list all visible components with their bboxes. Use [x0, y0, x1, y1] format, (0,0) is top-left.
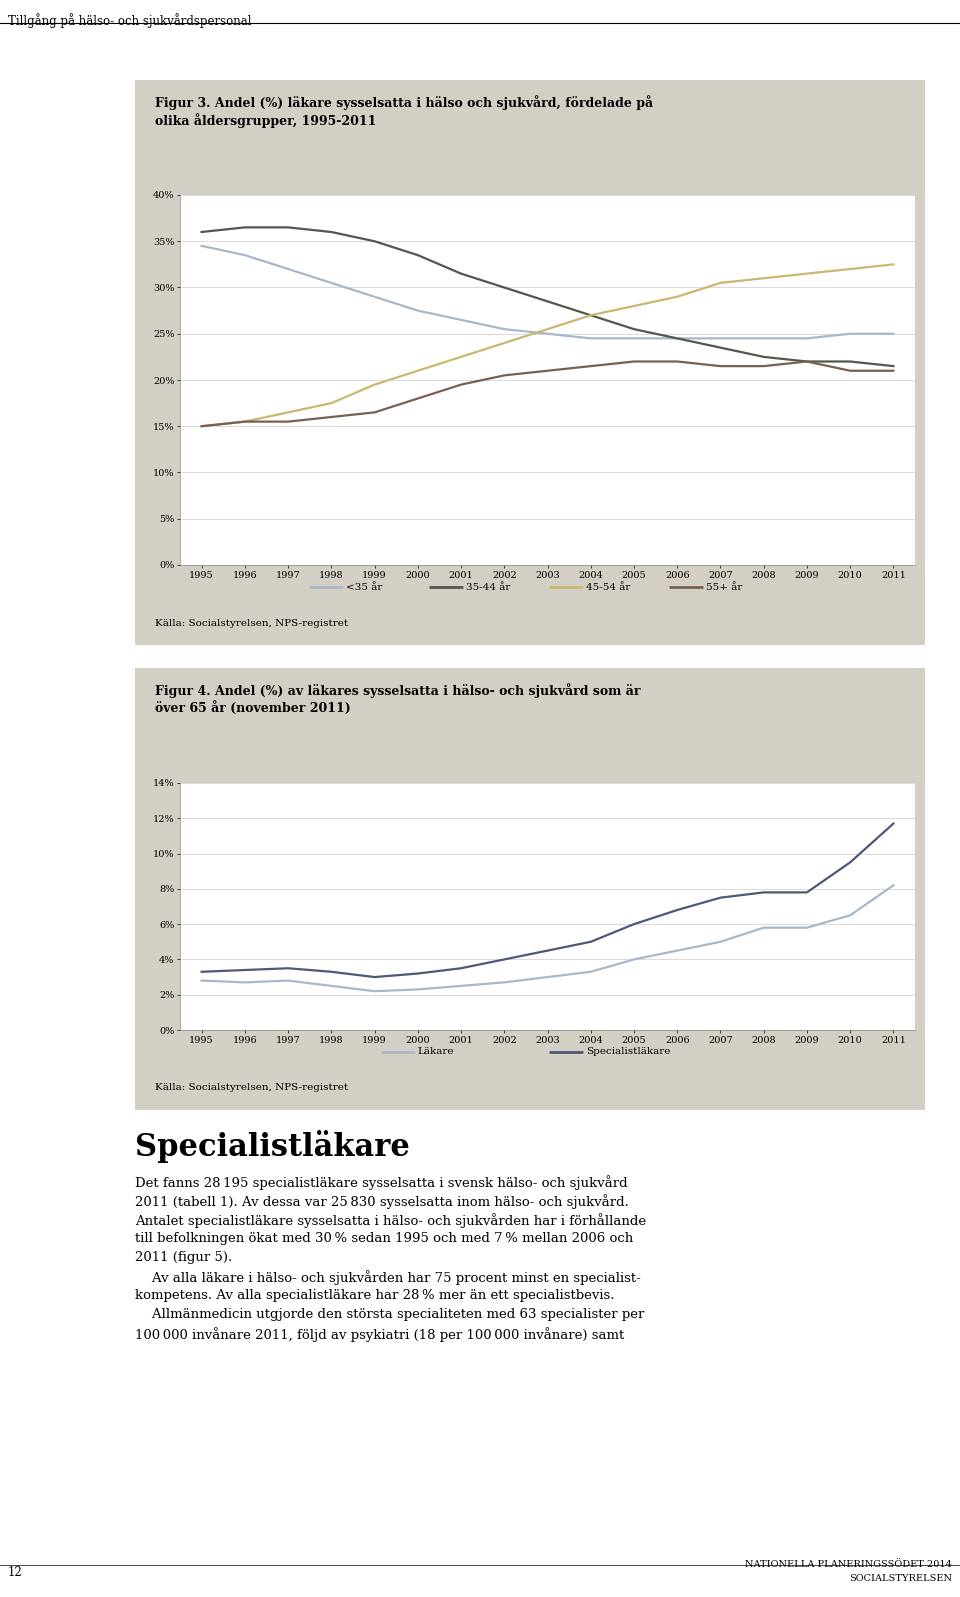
Text: över 65 år (november 2011): över 65 år (november 2011) — [155, 701, 350, 715]
Text: 100 000 invånare 2011, följd av psykiatri (18 per 100 000 invånare) samt: 100 000 invånare 2011, följd av psykiatr… — [135, 1327, 624, 1341]
Text: 12: 12 — [8, 1567, 23, 1579]
Text: 45-54 år: 45-54 år — [586, 583, 630, 591]
Text: Källa: Socialstyrelsen, NPS-registret: Källa: Socialstyrelsen, NPS-registret — [155, 618, 348, 628]
Text: 2011 (figur 5).: 2011 (figur 5). — [135, 1250, 232, 1263]
Text: Antalet specialistläkare sysselsatta i hälso- och sjukvården har i förhållande: Antalet specialistläkare sysselsatta i h… — [135, 1214, 646, 1228]
Text: Källa: Socialstyrelsen, NPS-registret: Källa: Socialstyrelsen, NPS-registret — [155, 1083, 348, 1092]
Text: Läkare: Läkare — [418, 1048, 454, 1057]
Text: NATIONELLA PLANERINGSSÖDET 2014: NATIONELLA PLANERINGSSÖDET 2014 — [745, 1560, 952, 1568]
Text: Det fanns 28 195 specialistläkare sysselsatta i svensk hälso- och sjukvård: Det fanns 28 195 specialistläkare syssel… — [135, 1175, 628, 1190]
Text: till befolkningen ökat med 30 % sedan 1995 och med 7 % mellan 2006 och: till befolkningen ökat med 30 % sedan 19… — [135, 1231, 634, 1246]
Text: <35 år: <35 år — [346, 583, 382, 591]
Text: kompetens. Av alla specialistläkare har 28 % mer än ett specialistbevis.: kompetens. Av alla specialistläkare har … — [135, 1289, 614, 1302]
Text: Figur 3. Andel (%) läkare sysselsatta i hälso och sjukvård, fördelade på: Figur 3. Andel (%) läkare sysselsatta i … — [155, 94, 653, 110]
Text: 55+ år: 55+ år — [706, 583, 742, 591]
Text: Tillgång på hälso- och sjukvårdspersonal: Tillgång på hälso- och sjukvårdspersonal — [8, 13, 252, 27]
Text: Specialistläkare: Specialistläkare — [135, 1131, 410, 1163]
Text: Av alla läkare i hälso- och sjukvården har 75 procent minst en specialist-: Av alla läkare i hälso- och sjukvården h… — [135, 1270, 640, 1286]
Text: 35-44 år: 35-44 år — [466, 583, 510, 591]
Text: SOCIALSTYRELSEN: SOCIALSTYRELSEN — [849, 1575, 952, 1583]
Text: Specialistläkare: Specialistläkare — [586, 1048, 670, 1057]
Text: Allmänmedicin utgjorde den största specialiteten med 63 specialister per: Allmänmedicin utgjorde den största speci… — [135, 1308, 644, 1321]
Text: 2011 (tabell 1). Av dessa var 25 830 sysselsatta inom hälso- och sjukvård.: 2011 (tabell 1). Av dessa var 25 830 sys… — [135, 1195, 629, 1209]
Text: olika åldersgrupper, 1995-2011: olika åldersgrupper, 1995-2011 — [155, 113, 376, 128]
Text: Figur 4. Andel (%) av läkares sysselsatta i hälso- och sjukvård som är: Figur 4. Andel (%) av läkares sysselsatt… — [155, 684, 640, 698]
